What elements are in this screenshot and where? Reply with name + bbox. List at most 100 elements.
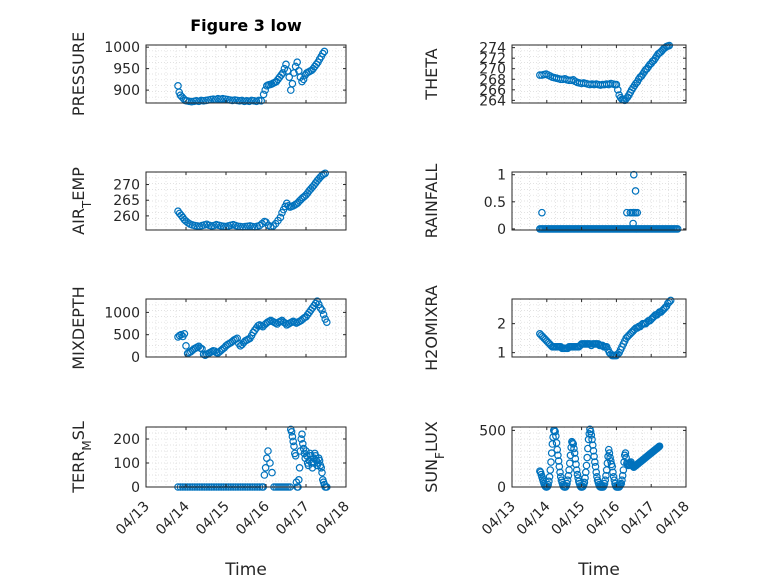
- x-tick-label: 04/13: [113, 499, 153, 539]
- subplot-sun-flux: 0 500 SUNFLUX: [422, 421, 687, 496]
- data-point: [545, 477, 553, 486]
- data-point: [583, 453, 591, 462]
- data-point: [290, 442, 298, 451]
- y-tick-label: 0.5: [484, 195, 506, 211]
- data-point: [608, 462, 617, 471]
- y-tick-label: 2: [497, 317, 506, 333]
- data-point: [587, 431, 596, 439]
- data-point: [555, 462, 564, 471]
- data-point: [572, 460, 580, 469]
- data-point: [633, 208, 642, 217]
- data-point: [563, 476, 572, 485]
- data-point: [592, 468, 601, 477]
- subplot-mixdepth: 0 500 1000 MIXDEPTH: [69, 286, 347, 370]
- series-markers: [174, 169, 330, 231]
- data-point: [297, 435, 306, 443]
- data-point: [629, 219, 637, 228]
- data-point: [298, 77, 306, 86]
- data-point: [269, 222, 278, 230]
- y-tick-label: 272: [479, 51, 506, 67]
- data-point: [665, 41, 674, 50]
- data-point: [318, 468, 326, 477]
- x-tick-label: 04/16: [583, 498, 623, 538]
- data-point: [257, 97, 266, 105]
- data-point: [233, 334, 242, 343]
- axes-box: [145, 44, 347, 104]
- y-tick-label: 1: [497, 168, 506, 184]
- data-point: [622, 453, 630, 462]
- x-tick-label: 04/15: [193, 499, 233, 539]
- data-point: [276, 213, 285, 222]
- data-point: [180, 329, 189, 338]
- y-axis-label: AIRTEMP: [69, 167, 94, 235]
- data-point: [288, 432, 297, 441]
- data-point: [288, 79, 297, 88]
- data-point: [601, 476, 610, 485]
- data-point: [591, 462, 600, 471]
- axes-box: [511, 44, 687, 104]
- data-point: [590, 452, 598, 461]
- x-tick-label: 04/14: [153, 498, 193, 538]
- data-point: [314, 300, 323, 309]
- data-point: [294, 475, 303, 484]
- data-point: [317, 463, 326, 472]
- y-tick-label: 950: [113, 62, 140, 78]
- data-point: [544, 480, 552, 489]
- axes-box: [145, 171, 347, 231]
- data-point: [602, 471, 610, 480]
- x-axis-label: Time: [224, 560, 267, 580]
- y-tick-label: 270: [113, 178, 140, 194]
- data-point: [605, 449, 614, 457]
- data-point: [295, 463, 304, 472]
- data-point: [315, 456, 324, 465]
- data-point: [609, 468, 617, 477]
- data-point: [198, 345, 206, 353]
- y-tick-label: 1000: [104, 305, 140, 321]
- data-point: [573, 470, 582, 479]
- y-tick-label: 265: [113, 193, 140, 209]
- axes-box: [511, 426, 687, 488]
- data-point: [613, 86, 622, 94]
- data-point: [581, 474, 589, 482]
- data-point: [287, 427, 296, 436]
- x-tick-label: 04/13: [479, 499, 519, 539]
- data-point: [666, 296, 675, 305]
- data-point: [291, 451, 300, 460]
- series-markers: [536, 170, 682, 233]
- data-point: [570, 449, 579, 457]
- x-tick-label: 04/15: [549, 499, 589, 539]
- data-point: [264, 447, 272, 455]
- axes-box: [511, 171, 687, 231]
- x-tick-label: 04/18: [313, 499, 353, 539]
- data-point: [621, 449, 630, 457]
- y-axis-label: PRESSURE: [69, 32, 88, 116]
- x-tick-label: 04/14: [514, 498, 554, 538]
- data-point: [589, 446, 598, 455]
- data-point: [538, 208, 546, 217]
- data-point: [277, 71, 286, 79]
- data-point: [569, 440, 578, 448]
- subplot-rainfall: 0 0.5 1 RAINFALL: [422, 164, 687, 238]
- data-point: [318, 306, 326, 314]
- data-point: [298, 439, 307, 448]
- data-point: [619, 466, 628, 474]
- data-point: [289, 437, 298, 446]
- data-point: [266, 459, 274, 467]
- x-tick-label: 04/18: [653, 499, 693, 539]
- data-point: [588, 441, 597, 449]
- y-tick-label: 274: [479, 41, 506, 57]
- y-tick-label: 264: [479, 93, 506, 109]
- data-point: [547, 458, 555, 466]
- x-tick-label: 04/17: [273, 499, 313, 539]
- y-axis-label: SUNFLUX: [422, 421, 447, 493]
- y-axis-label: H2OMIXRA: [422, 285, 441, 371]
- axes-box: [145, 426, 347, 488]
- data-point: [320, 47, 329, 56]
- data-point: [321, 169, 330, 178]
- data-point: [582, 461, 591, 470]
- y-tick-label: 260: [113, 209, 140, 225]
- series-markers: [536, 296, 675, 360]
- data-point: [553, 445, 562, 454]
- data-point: [556, 468, 564, 477]
